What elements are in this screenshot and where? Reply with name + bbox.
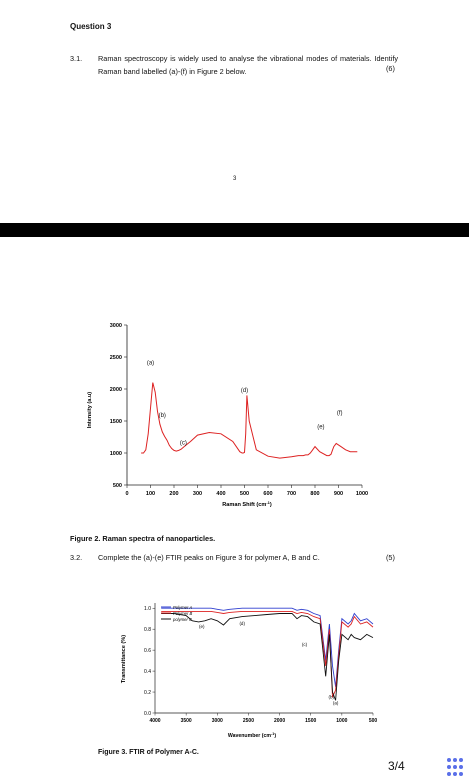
- y-tick-label: 0.8: [144, 627, 151, 633]
- y-axis-label: Intensity (a.u): [87, 392, 93, 428]
- raman-spectrum-line: [141, 382, 358, 459]
- peak-label: (e): [199, 624, 205, 629]
- question-number: 3.1.: [70, 54, 83, 63]
- y-tick-label: 2500: [110, 355, 122, 361]
- question-3-2: 3.2. Complete the (a)-(e) FTIR peaks on …: [70, 553, 320, 562]
- ftir-series-line: [161, 613, 374, 701]
- band-label: (e): [317, 425, 324, 431]
- x-axis-label: Raman Shift (cm-1): [222, 500, 272, 508]
- x-tick-label: 900: [334, 491, 343, 497]
- peak-label: (d): [239, 621, 245, 626]
- raman-chart: 0 100 200 300 400 500 600 700 800 900 1000 500 1000 1…: [87, 323, 368, 508]
- y-tick-label: 1000: [110, 451, 122, 457]
- ftir-series-line: [161, 610, 374, 698]
- ftir-chart: 4000 3500 3000 2500 2000 1500 1000 500 0.0 0.2 0.4…: [121, 603, 378, 739]
- document-page-1: Question 3 3.1. Raman spectroscopy is wi…: [0, 0, 469, 223]
- x-tick-label: 500: [369, 718, 378, 724]
- x-tick-label: 500: [240, 491, 249, 497]
- question-text: Raman spectroscopy is widely used to ana…: [98, 54, 398, 76]
- page-number: 3: [233, 176, 237, 182]
- grid-dots-icon[interactable]: [444, 755, 466, 779]
- y-tick-label: 1.0: [144, 606, 151, 612]
- peak-label: (b): [329, 694, 335, 699]
- y-tick-label: 0.2: [144, 690, 151, 696]
- document-page-2: [0, 237, 469, 784]
- question-title: Question 3: [70, 22, 112, 31]
- y-tick-label: 1500: [110, 419, 122, 425]
- question-text: Complete the (a)-(e) FTIR peaks on Figur…: [98, 553, 320, 562]
- page-counter: 3/4: [388, 759, 405, 773]
- legend-label: Polymer B: [173, 611, 193, 616]
- x-tick-label: 700: [287, 491, 296, 497]
- y-tick-label: 2000: [110, 387, 122, 393]
- x-tick-label: 4000: [149, 718, 160, 724]
- x-tick-label: 3000: [212, 718, 223, 724]
- figure-2-caption: Figure 2. Raman spectra of nanoparticles…: [70, 534, 216, 543]
- peak-label: (a): [333, 701, 339, 706]
- x-tick-label: 200: [169, 491, 178, 497]
- x-tick-label: 300: [193, 491, 202, 497]
- band-label: (b): [159, 413, 166, 419]
- band-label: (d): [241, 388, 248, 394]
- peak-label: (c): [302, 642, 308, 647]
- band-label: (f): [337, 411, 343, 417]
- x-tick-label: 0: [125, 491, 128, 497]
- question-marks: (6): [386, 64, 395, 73]
- question-marks: (5): [386, 553, 395, 562]
- x-tick-label: 600: [263, 491, 272, 497]
- band-label: (c): [180, 441, 187, 447]
- x-tick-label: 2500: [243, 718, 254, 724]
- y-axis-label: Transmittance (%): [121, 635, 127, 683]
- y-tick-label: 3000: [110, 323, 122, 329]
- x-axis-label: Wavenumber (cm-1): [228, 732, 276, 739]
- x-tick-label: 1000: [336, 718, 347, 724]
- figure-3-caption: Figure 3. FTIR of Polymer A-C.: [98, 749, 199, 756]
- question-number: 3.2.: [70, 553, 83, 562]
- y-tick-label: 0.0: [144, 711, 151, 717]
- y-tick-label: 500: [113, 483, 122, 489]
- x-tick-label: 2000: [274, 718, 285, 724]
- x-tick-label: 1000: [356, 491, 368, 497]
- y-tick-label: 0.6: [144, 648, 151, 654]
- y-tick-label: 0.4: [144, 669, 151, 675]
- x-tick-label: 800: [310, 491, 319, 497]
- x-tick-label: 1500: [305, 718, 316, 724]
- ftir-series-line: [161, 607, 374, 687]
- x-tick-label: 3500: [181, 718, 192, 724]
- legend-label: polymer C: [172, 617, 193, 622]
- x-tick-label: 400: [216, 491, 225, 497]
- legend-label: Polymer A: [173, 605, 192, 610]
- band-label: (a): [147, 361, 154, 367]
- x-tick-label: 100: [146, 491, 155, 497]
